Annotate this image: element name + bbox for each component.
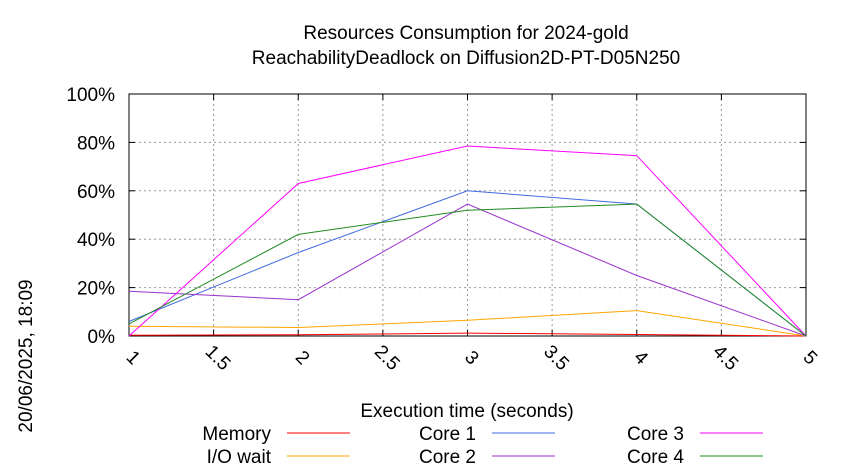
y-tick-label: 100% xyxy=(66,85,115,106)
grid-lines xyxy=(129,94,806,336)
x-tick-label: 5 xyxy=(799,347,821,369)
legend-item: I/O wait xyxy=(207,447,350,468)
legend-label: Memory xyxy=(202,424,271,445)
legend-item: Core 2 xyxy=(419,447,555,468)
x-tick-label: 2 xyxy=(291,347,313,369)
legend-label: Core 1 xyxy=(419,424,476,445)
y-tick-label: 60% xyxy=(77,182,115,203)
x-axis-label: Execution time (seconds) xyxy=(360,401,573,422)
series-lines xyxy=(128,145,807,337)
timestamp-label: 20/06/2025, 18:09 xyxy=(16,279,37,432)
series-line-core-3 xyxy=(128,145,807,337)
series-line-core-4 xyxy=(128,203,807,337)
series-line-memory xyxy=(128,332,807,337)
series-line-core-2 xyxy=(128,203,807,337)
series-line-i-o-wait xyxy=(128,310,807,337)
legend-label: Core 2 xyxy=(419,447,476,468)
x-tick-label: 4.5 xyxy=(708,341,742,375)
legend-label: Core 4 xyxy=(627,447,684,468)
chart-subtitle: ReachabilityDeadlock on Diffusion2D-PT-D… xyxy=(252,48,680,69)
x-tick-label: 4 xyxy=(629,347,652,370)
legend-item: Core 4 xyxy=(627,447,763,468)
chart-title: Resources Consumption for 2024-gold xyxy=(303,23,628,44)
axis-ticks: 1 1.5 2 2.5 3 3.5 4 4.5 5 0% 20% 40% 60% 80% 100% xyxy=(66,85,821,375)
legend-item: Core 1 xyxy=(419,424,555,445)
x-tick-label: 1 xyxy=(122,347,144,369)
y-tick-label: 0% xyxy=(88,327,116,348)
legend-label: Core 3 xyxy=(627,424,684,445)
legend-label: I/O wait xyxy=(207,447,272,468)
y-tick-label: 40% xyxy=(77,230,115,251)
x-tick-label: 1.5 xyxy=(201,341,235,375)
x-tick-label: 2.5 xyxy=(370,341,404,375)
legend-item: Core 3 xyxy=(627,424,763,445)
y-tick-label: 80% xyxy=(77,133,115,154)
x-tick-label: 3.5 xyxy=(539,341,573,375)
y-tick-label: 20% xyxy=(77,279,115,300)
x-tick-label: 3 xyxy=(460,347,482,369)
legend-item: Memory xyxy=(202,424,350,445)
